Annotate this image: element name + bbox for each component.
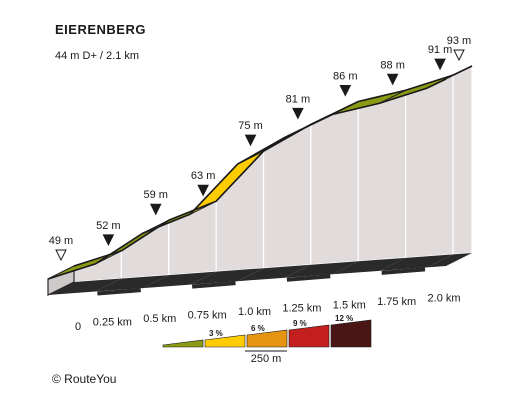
profile-side-panel [120, 219, 170, 280]
elevation-marker-icon [197, 184, 209, 197]
distance-tick-label: 2.0 km [428, 292, 461, 304]
page-title: EIERENBERG [55, 22, 146, 37]
legend-grade-label: 3 % [209, 329, 223, 338]
profile-base-dash [191, 281, 236, 289]
end-marker-icon [453, 49, 465, 62]
distance-tick-label: 0 [75, 321, 81, 333]
elevation-marker-icon [102, 234, 115, 247]
legend-grade-swatch [288, 324, 330, 348]
copyright-text: © RouteYou [52, 372, 117, 386]
distance-tick-label: 0.75 km [188, 310, 227, 322]
elevation-marker-icon [386, 73, 399, 86]
elevation-label: 93 m [447, 35, 471, 47]
profile-base-segment [142, 271, 217, 289]
profile-side-panel [452, 65, 473, 256]
elevation-marker-icon [292, 107, 304, 120]
elevation-label: 88 m [380, 59, 404, 71]
profile-base-dash [286, 274, 331, 282]
legend-grade-label: 6 % [251, 324, 265, 333]
elevation-label: 91 m [428, 44, 452, 56]
profile-base-segment [95, 275, 169, 292]
profile-base-segment [48, 278, 122, 295]
elevation-label: 49 m [49, 235, 73, 247]
distance-tick-label: 1.5 km [333, 299, 366, 311]
elevation-label: 59 m [144, 189, 168, 201]
elevation-marker-icon [434, 58, 446, 71]
elevation-label: 81 m [286, 93, 310, 105]
elevation-marker-icon [339, 84, 352, 97]
profile-base-segment [237, 264, 311, 282]
legend-grade-swatch [162, 339, 204, 348]
legend-scale-label: 250 m [251, 353, 282, 365]
elevation-label: 86 m [333, 70, 357, 82]
legend-grade-swatch [246, 329, 288, 348]
distance-tick-label: 1.75 km [377, 296, 416, 308]
legend-grade-swatch [330, 319, 372, 348]
elevation-marker-icon [244, 134, 257, 147]
profile-base-dash [97, 288, 141, 296]
profile-side-panel [405, 74, 454, 259]
legend-grade-label: 9 % [293, 319, 307, 328]
legend-grade-swatch [204, 334, 246, 348]
profile-side-panel [357, 89, 407, 262]
start-marker-icon [55, 249, 67, 262]
distance-tick-label: 0.5 km [143, 313, 176, 325]
profile-base-dash [381, 267, 426, 275]
profile-front-edge [47, 78, 447, 280]
profile-base-segment [379, 254, 454, 271]
profile-back-edge [73, 65, 473, 267]
legend-grade-label: 12 % [335, 314, 353, 323]
distance-tick-label: 1.25 km [282, 303, 321, 315]
elevation-label: 75 m [238, 120, 262, 132]
profile-base-segment [284, 261, 359, 278]
elevation-label: 63 m [191, 170, 215, 182]
climb-summary: 44 m D+ / 2.1 km [55, 50, 140, 62]
distance-tick-label: 0.25 km [93, 317, 132, 329]
distance-tick-label: 1.0 km [238, 306, 271, 318]
elevation-label: 52 m [96, 220, 120, 232]
elevation-marker-icon [149, 203, 162, 216]
profile-base-segment [427, 253, 472, 268]
profile-base-segment [190, 268, 264, 285]
profile-side-panel [310, 100, 359, 266]
profile-base-segment [332, 257, 406, 275]
